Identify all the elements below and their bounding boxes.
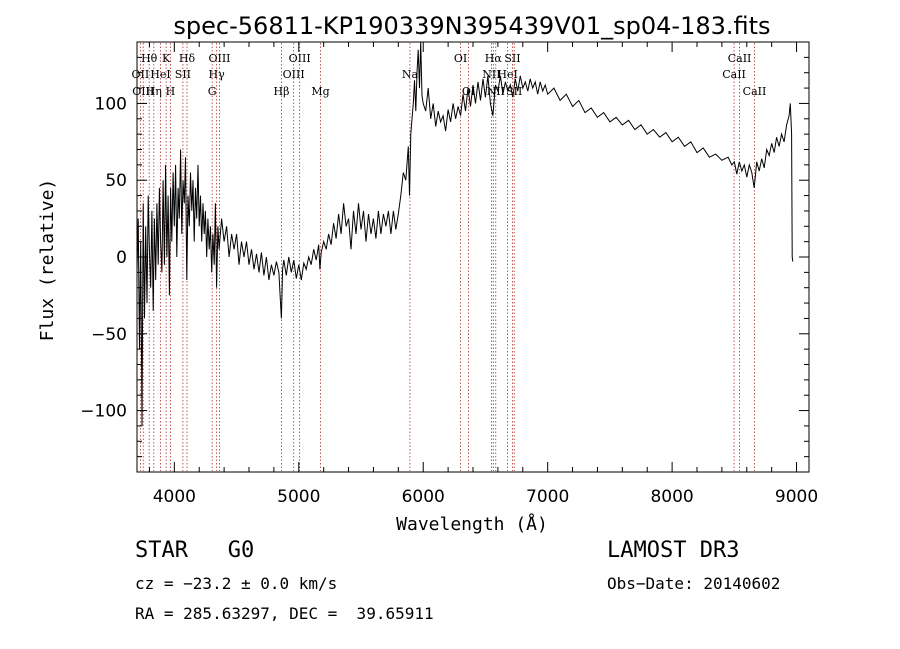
- line-label-6: H: [166, 85, 176, 98]
- plot-frame: [136, 41, 810, 473]
- y-axis-ticks: −100 −50 0 50 100: [80, 56, 809, 458]
- line-label-27: CaII: [743, 85, 767, 98]
- line-label-0: OII: [132, 68, 150, 81]
- y-tick-label: 100: [95, 94, 127, 114]
- line-label-26: CaII: [728, 52, 752, 65]
- survey-label: LAMOST DR3: [607, 538, 740, 563]
- spectral-line-markers: [139, 43, 755, 471]
- line-label-8: Hδ: [179, 52, 196, 65]
- line-label-12: Hβ: [274, 85, 290, 98]
- classification: STAR G0: [135, 538, 254, 563]
- line-label-17: OI: [454, 52, 467, 65]
- subclass-label: G0: [227, 538, 255, 563]
- x-tick-label: 6000: [402, 487, 445, 507]
- line-label-25: CaII: [722, 68, 746, 81]
- line-label-21: NII: [487, 85, 505, 98]
- line-label-22: HeI: [497, 68, 517, 81]
- line-label-5: K: [162, 52, 171, 65]
- line-label-3: Hη: [146, 85, 162, 98]
- x-axis-label: Wavelength (Å): [396, 513, 548, 535]
- coordinates: RA = 285.63297, DEC = 39.65911: [135, 604, 434, 623]
- line-label-10: Hγ: [209, 68, 226, 81]
- line-label-16: Na: [402, 68, 419, 81]
- x-tick-label: 4000: [153, 487, 196, 507]
- line-label-20: Hα: [485, 52, 503, 65]
- line-label-13: OIII: [283, 68, 305, 81]
- y-tick-label: 50: [105, 171, 127, 191]
- y-axis-label: Flux (relative): [37, 179, 58, 342]
- line-label-2: Hθ: [141, 52, 158, 65]
- line-label-7: SII: [175, 68, 191, 81]
- line-label-23: SII: [504, 52, 520, 65]
- y-tick-label: 0: [116, 248, 127, 268]
- x-axis-ticks: 4000 5000 6000 7000 8000 9000: [148, 42, 818, 507]
- x-tick-label: 7000: [526, 487, 569, 507]
- x-tick-label: 8000: [650, 487, 693, 507]
- spectral-line-labels: OIIOIIIHθHηHeIKHSIIHδGHγOIIIHβOIIIOIIIMg…: [132, 52, 767, 98]
- line-label-15: Mg: [311, 85, 329, 98]
- x-tick-label: 5000: [277, 487, 320, 507]
- y-tick-label: −100: [80, 402, 127, 422]
- line-label-11: OIII: [208, 52, 230, 65]
- y-tick-label: −50: [91, 325, 127, 345]
- line-label-14: OIII: [289, 52, 311, 65]
- obs-date: Obs−Date: 20140602: [607, 574, 781, 593]
- class-label: STAR: [135, 538, 188, 563]
- line-label-4: HeI: [150, 68, 170, 81]
- spectrum-line: [136, 41, 794, 426]
- line-label-9: G: [208, 85, 217, 98]
- chart-title: spec-56811-KP190339N395439V01_sp04-183.f…: [173, 12, 770, 40]
- line-label-19: NII: [482, 68, 500, 81]
- redshift-readout: cz = −23.2 ± 0.0 km/s: [135, 574, 338, 593]
- x-tick-label: 9000: [775, 487, 818, 507]
